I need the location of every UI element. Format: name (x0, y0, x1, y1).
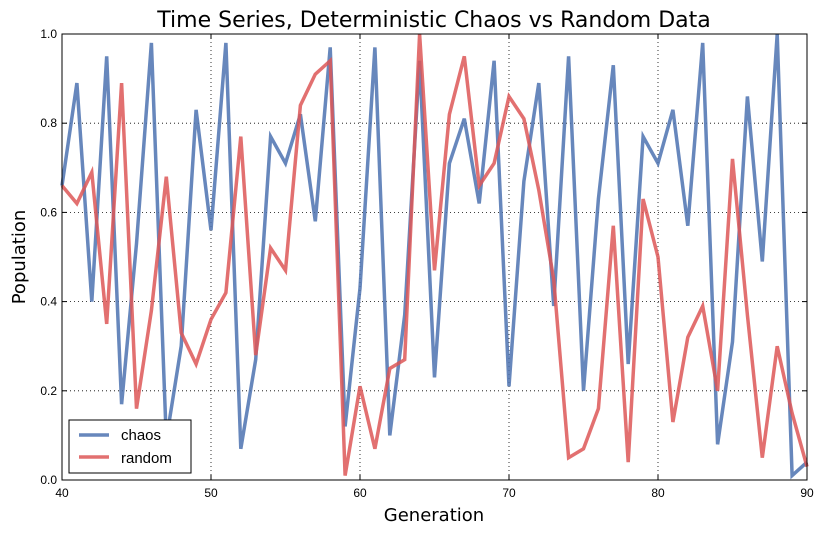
x-axis-label: Generation (384, 505, 484, 526)
y-tick-label: 0.2 (40, 384, 57, 398)
x-tick-label: 40 (55, 486, 69, 500)
legend: chaos random (68, 419, 192, 474)
x-tick-label: 70 (502, 486, 516, 500)
y-tick-label: 0.6 (40, 205, 57, 219)
x-tick-label: 90 (800, 486, 814, 500)
series-lines (60, 33, 809, 480)
legend-label-random: random (121, 450, 172, 467)
legend-box (68, 419, 192, 474)
y-tick-label: 0.0 (40, 473, 57, 487)
x-tick-label: 60 (353, 486, 367, 500)
series-line-random (60, 33, 809, 476)
legend-label-chaos: chaos (121, 427, 161, 444)
plot-frame (61, 33, 808, 481)
y-tick-label: 0.8 (40, 116, 57, 130)
y-tick-label: 1.0 (40, 27, 57, 41)
axis-ticks: 40 50 60 70 80 90 0.0 0.2 0.4 0.6 0.8 1.0 (40, 27, 814, 500)
grid-lines (62, 34, 807, 480)
chart-title: Time Series, Deterministic Chaos vs Rand… (156, 8, 710, 33)
x-tick-label: 50 (204, 486, 218, 500)
y-tick-label: 0.4 (40, 295, 57, 309)
y-axis-label: Population (9, 210, 30, 305)
series-line-chaos (60, 33, 809, 480)
x-tick-label: 80 (651, 486, 665, 500)
